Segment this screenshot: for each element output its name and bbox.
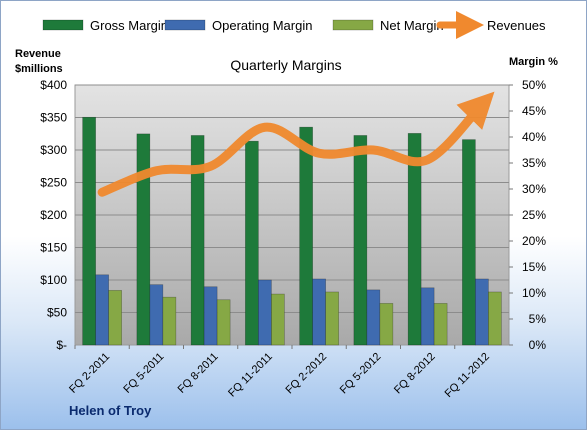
left-axis-label-line2: $millions	[15, 63, 63, 75]
legend-swatch	[43, 20, 83, 30]
left-tick-label: $300	[40, 143, 67, 157]
bar-gross-margin	[354, 135, 367, 345]
x-tick-label: FQ 2-2011	[67, 351, 112, 396]
bar-operating-margin	[150, 285, 163, 345]
bar-gross-margin	[83, 117, 96, 345]
bar-gross-margin	[462, 140, 475, 345]
left-tick-label: $150	[40, 241, 67, 255]
right-tick-label: 40%	[522, 130, 546, 144]
x-tick-label: FQ 5-2012	[338, 351, 384, 397]
bar-net-margin	[271, 294, 284, 345]
x-tick-label: FQ 5-2011	[121, 351, 166, 396]
right-tick-label: 20%	[522, 234, 546, 248]
legend-label: Operating Margin	[212, 18, 312, 33]
legend: Gross Margin Operating Margin Net Margin Re…	[43, 18, 546, 33]
legend-item: Operating Margin	[165, 18, 312, 33]
bar-operating-margin	[313, 279, 326, 345]
chart-title: Quarterly Margins	[230, 57, 341, 73]
legend-item: Gross Margin	[43, 18, 168, 33]
bar-operating-margin	[367, 290, 380, 345]
bar-net-margin	[217, 300, 230, 345]
bar-operating-margin	[258, 280, 271, 345]
left-tick-label: $50	[47, 306, 67, 320]
right-tick-label: 10%	[522, 286, 546, 300]
left-tick-label: $250	[40, 176, 67, 190]
x-tick-label: FQ 2-2012	[284, 351, 330, 397]
bar-gross-margin	[137, 134, 150, 345]
bar-net-margin	[434, 303, 447, 345]
bar-net-margin	[380, 303, 393, 345]
left-tick-label: $400	[40, 78, 67, 92]
legend-swatch	[333, 20, 373, 30]
right-tick-label: 5%	[529, 312, 547, 326]
legend-item: Net Margin	[333, 18, 444, 33]
left-tick-label: $-	[56, 338, 67, 352]
left-tick-label: $350	[40, 111, 67, 125]
left-axis-label-line1: Revenue	[15, 48, 61, 60]
right-tick-label: 50%	[522, 78, 546, 92]
x-tick-label: FQ 8-2011	[176, 351, 221, 396]
x-tick-label: FQ 11-2011	[226, 351, 275, 400]
bar-net-margin	[109, 290, 122, 345]
left-tick-label: $100	[40, 273, 67, 287]
right-tick-label: 25%	[522, 208, 546, 222]
legend-item: Revenues	[440, 18, 546, 33]
x-tick-label: FQ 11-2012	[443, 351, 492, 400]
bar-gross-margin	[245, 141, 258, 345]
legend-label: Net Margin	[380, 18, 444, 33]
bar-operating-margin	[475, 279, 488, 345]
right-tick-label: 15%	[522, 260, 546, 274]
legend-label: Revenues	[487, 18, 546, 33]
bar-net-margin	[163, 297, 176, 345]
right-axis-label: Margin %	[509, 56, 558, 68]
right-tick-label: 0%	[529, 338, 547, 352]
left-tick-label: $200	[40, 208, 67, 222]
company-name: Helen of Troy	[69, 403, 152, 418]
right-tick-label: 45%	[522, 104, 546, 118]
bar-operating-margin	[421, 288, 434, 345]
bar-gross-margin	[300, 127, 313, 345]
right-tick-label: 30%	[522, 182, 546, 196]
legend-swatch	[165, 20, 205, 30]
bar-net-margin	[326, 292, 339, 345]
bar-operating-margin	[204, 287, 217, 345]
right-tick-label: 35%	[522, 156, 546, 170]
x-tick-label: FQ 8-2012	[392, 351, 438, 397]
legend-label: Gross Margin	[90, 18, 168, 33]
bar-net-margin	[488, 292, 501, 345]
bar-operating-margin	[96, 275, 109, 345]
